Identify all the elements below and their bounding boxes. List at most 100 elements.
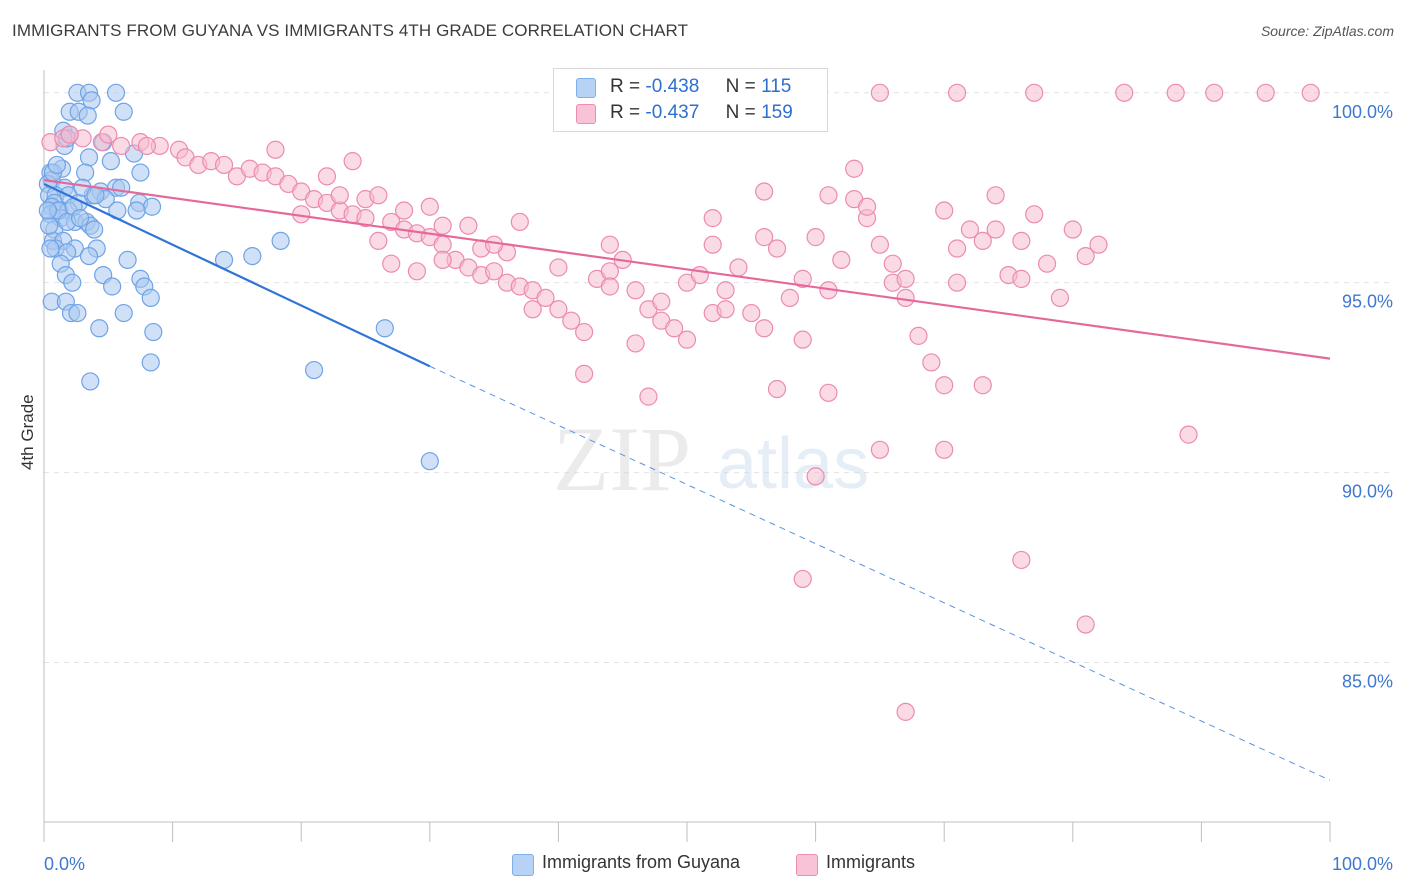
legend-swatch-immigrants [576, 104, 596, 124]
data-point [665, 319, 684, 338]
data-point [780, 288, 799, 307]
source-label: Source: ZipAtlas.com [1260, 23, 1394, 39]
data-point [47, 155, 66, 175]
data-point [41, 239, 60, 258]
data-point [883, 254, 902, 273]
data-point [793, 569, 812, 589]
data-point [1063, 220, 1082, 239]
data-point [79, 148, 99, 167]
x-tick-label-min: 0.0% [44, 854, 85, 874]
data-point [112, 136, 131, 156]
y-tick-label: 85.0% [1342, 671, 1393, 691]
data-point [973, 376, 992, 395]
data-point [767, 239, 787, 258]
data-point [986, 220, 1005, 239]
data-point [106, 83, 126, 102]
data-point [70, 209, 90, 228]
legend-n-value-immigrants: 159 [761, 102, 793, 123]
data-point [703, 209, 722, 228]
data-point [369, 186, 388, 205]
data-point [935, 201, 954, 220]
data-point [909, 326, 928, 345]
data-point [575, 364, 594, 383]
data-point [103, 277, 122, 296]
y-tick-label: 90.0% [1342, 482, 1393, 502]
trend-lines [43, 179, 1331, 781]
data-point [114, 102, 133, 121]
y-tick-labels: 85.0% 90.0% 95.0% 100.0% [1332, 102, 1393, 692]
data-point [1025, 205, 1044, 224]
data-point [131, 163, 150, 182]
chart-title: IMMIGRANTS FROM GUYANA VS IMMIGRANTS 4TH… [12, 21, 689, 40]
data-point [375, 319, 394, 338]
data-point [1076, 615, 1095, 634]
data-point [485, 262, 504, 281]
data-point [40, 216, 59, 235]
bottom-legend-swatch-guyana [512, 854, 534, 876]
data-point [343, 152, 362, 171]
data-point [433, 216, 452, 235]
data-point [459, 216, 478, 235]
bottom-legend-label-immigrants: Immigrants [826, 852, 916, 872]
data-point [973, 231, 992, 251]
data-point [1037, 254, 1057, 273]
data-point [935, 440, 954, 459]
data-point [90, 319, 109, 338]
y-axis-label: 4th Grade [18, 394, 37, 470]
data-point [896, 702, 915, 721]
legend-r-value-immigrants: -0.437 [645, 102, 700, 123]
data-point [947, 273, 967, 292]
data-point [112, 178, 131, 197]
data-point [819, 383, 838, 402]
legend-n-value-guyana: 115 [761, 76, 792, 97]
watermark-atlas: atlas [717, 424, 869, 504]
data-point [896, 269, 915, 288]
data-point [141, 353, 160, 372]
legend-n-label: N = [725, 76, 756, 97]
data-point [137, 136, 156, 156]
data-point [703, 235, 722, 254]
data-point [142, 197, 162, 216]
legend-r-value-guyana: -0.438 [645, 76, 700, 97]
data-point [793, 269, 812, 288]
data-point [38, 201, 57, 220]
data-point [1089, 235, 1108, 254]
data-point [1076, 247, 1095, 266]
data-point [960, 220, 980, 239]
data-point [626, 281, 645, 300]
data-point [266, 140, 285, 159]
data-point [1050, 288, 1070, 307]
data-point [382, 254, 401, 273]
bottom-legend-swatch-immigrants [796, 854, 818, 876]
data-point [819, 186, 838, 205]
data-point [99, 125, 118, 144]
data-point [600, 277, 619, 296]
data-point [845, 159, 864, 178]
data-point [76, 163, 95, 182]
trend-line-guyana [43, 182, 431, 368]
legend-r-label: R = [610, 102, 641, 123]
data-point [1012, 550, 1031, 570]
data-point [79, 247, 99, 266]
data-point [63, 273, 82, 292]
data-point [81, 372, 100, 391]
data-point [716, 300, 735, 319]
data-point [86, 186, 105, 205]
data-point [78, 106, 97, 125]
data-point [141, 288, 160, 307]
data-point [806, 228, 825, 247]
y-tick-label: 100.0% [1332, 102, 1393, 122]
series-immigrants-points [41, 83, 1320, 721]
data-point [433, 250, 452, 269]
correlation-legend: R = -0.438 N = 115 R = -0.437 N = 159 [553, 68, 828, 132]
data-point [870, 83, 890, 102]
data-point [562, 311, 581, 330]
data-point [1179, 425, 1198, 444]
data-point [935, 376, 954, 395]
data-point [243, 247, 262, 266]
data-point [330, 186, 349, 205]
data-point [433, 235, 452, 254]
data-point [523, 300, 542, 319]
data-point [806, 467, 825, 486]
trend-line-immigrants [43, 179, 1331, 360]
